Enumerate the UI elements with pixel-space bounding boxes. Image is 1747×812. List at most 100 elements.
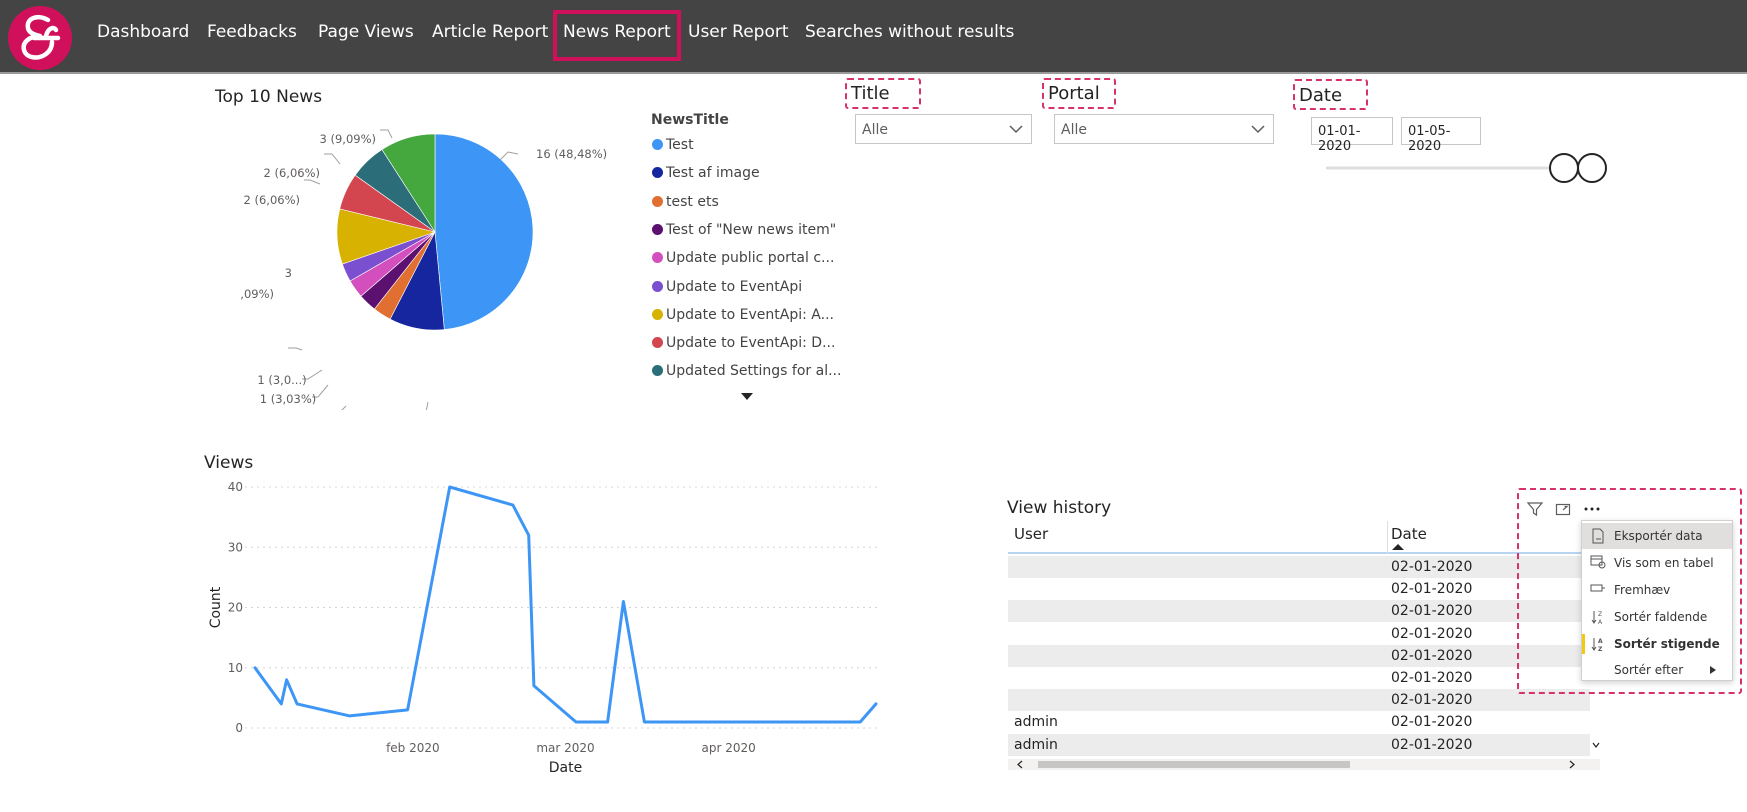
slider-handle-start[interactable]	[1549, 153, 1579, 183]
sort-ascending-icon	[1392, 544, 1404, 550]
legend-item[interactable]: Test of "New news item"	[652, 222, 836, 238]
nav-article-report[interactable]: Article Report	[432, 22, 549, 42]
export-icon	[1590, 528, 1606, 544]
line-chart-title: Views	[204, 453, 254, 473]
table-row[interactable]: admin 02-01-2020	[1008, 733, 1590, 756]
legend-item[interactable]: Test	[652, 137, 694, 153]
legend-label: test ets	[666, 193, 719, 210]
menu-show-as-table[interactable]: Vis som en tabel	[1582, 550, 1732, 576]
scroll-down-icon[interactable]	[1592, 741, 1600, 749]
focus-mode-icon[interactable]	[1555, 501, 1571, 517]
legend-dot-icon	[652, 139, 663, 150]
table-row[interactable]: 02-01-2020	[1008, 600, 1590, 623]
title-dropdown-value: Alle	[862, 122, 888, 138]
scroll-left-icon[interactable]	[1016, 760, 1024, 769]
nav-feedbacks[interactable]: Feedbacks	[207, 22, 297, 42]
legend-item[interactable]: Update public portal c...	[652, 250, 834, 266]
x-tick-label: apr 2020	[702, 741, 756, 755]
legend-item[interactable]: Update to EventApi: A...	[652, 307, 834, 323]
menu-spotlight[interactable]: Fremhæv	[1582, 577, 1732, 603]
column-header-date[interactable]: Date	[1391, 525, 1427, 543]
nav-dashboard[interactable]: Dashboard	[97, 22, 190, 42]
context-menu: Eksportér data Vis som en tabel Fremhæv …	[1581, 520, 1733, 681]
title-slicer-highlight	[845, 78, 921, 109]
legend-title: NewsTitle	[651, 112, 729, 128]
context-menu-highlight	[1517, 488, 1742, 694]
date-to-input[interactable]: 01-05-2020	[1401, 117, 1481, 154]
header-divider	[1008, 552, 1590, 554]
scroll-right-icon[interactable]	[1568, 760, 1576, 769]
views-series-line[interactable]	[253, 485, 878, 724]
title-dropdown[interactable]: Alle	[855, 114, 1032, 144]
table-row[interactable]: 02-01-2020	[1008, 689, 1590, 712]
legend-label: Updated Settings for al...	[666, 363, 842, 380]
legend-dot-icon	[652, 167, 663, 179]
cell-date: 02-01-2020	[1391, 670, 1473, 686]
cell-date: 02-01-2020	[1391, 736, 1473, 753]
portal-dropdown[interactable]: Alle	[1054, 114, 1274, 144]
scrollbar-thumb[interactable]	[1038, 761, 1350, 768]
menu-sort-by[interactable]: Sortér efter	[1582, 657, 1732, 683]
cell-user: admin	[1014, 714, 1058, 731]
portal-slicer-highlight	[1042, 78, 1116, 109]
ampersand-logo-icon	[21, 15, 61, 60]
legend-item[interactable]: test ets	[652, 194, 719, 210]
nav-searches-without-results[interactable]: Searches without results	[805, 22, 1015, 42]
pie-slice[interactable]	[434, 133, 534, 330]
pie-data-label: 2 (6,06%)	[264, 166, 320, 180]
legend-more-arrow-icon[interactable]	[740, 392, 754, 402]
legend-item[interactable]: Updated Settings for al...	[652, 363, 841, 379]
table-row[interactable]: 02-01-2020	[1008, 578, 1590, 600]
date-slicer-label: Date	[1299, 85, 1343, 106]
menu-label: Eksportér data	[1614, 529, 1703, 543]
svg-text:A: A	[1598, 638, 1603, 645]
legend-label: Test af image	[666, 165, 760, 182]
cell-date: 02-01-2020	[1391, 559, 1473, 575]
menu-label: Sortér stigende	[1614, 637, 1720, 651]
table-row[interactable]: 02-01-2020	[1008, 667, 1590, 689]
nav-page-views[interactable]: Page Views	[318, 22, 414, 42]
legend-label: Update to EventApi	[666, 278, 803, 295]
nav-user-report[interactable]: User Report	[688, 22, 789, 42]
legend-dot-icon	[652, 308, 663, 320]
pie-data-label: (9,09%)	[240, 287, 274, 301]
table-row[interactable]: admin 02-01-2020	[1008, 711, 1590, 733]
horizontal-scrollbar[interactable]	[1008, 759, 1600, 770]
legend-dot-icon	[652, 337, 663, 349]
filter-icon[interactable]	[1527, 501, 1543, 517]
nav-news-report[interactable]: News Report	[563, 22, 671, 42]
table-row[interactable]: 02-01-2020	[1008, 644, 1590, 667]
table-view-icon	[1590, 555, 1606, 571]
table-row[interactable]: 02-01-2020	[1008, 623, 1590, 645]
legend-label: Update to EventApi: A...	[666, 306, 834, 323]
app-logo[interactable]	[8, 6, 72, 70]
table-row[interactable]: 02-01-2020	[1008, 556, 1590, 578]
pie-data-label: 1 (3,0...)	[257, 373, 306, 387]
y-tick-label: 20	[228, 601, 243, 615]
legend-label: Test	[666, 137, 694, 153]
pie-data-label: 3 (9,09%)	[320, 132, 376, 146]
slider-handle-end[interactable]	[1577, 153, 1607, 183]
svg-text:Z: Z	[1598, 611, 1602, 618]
column-header-user[interactable]: User	[1014, 525, 1049, 543]
legend-item[interactable]: Test af image	[652, 165, 760, 181]
pie-chart-title: Top 10 News	[215, 87, 323, 107]
more-options-icon[interactable]	[1583, 506, 1601, 512]
pie-slice[interactable]	[381, 133, 436, 234]
legend-label: Test of "New news item"	[666, 221, 837, 238]
views-line-chart: 0 10 20 30 40 feb 2020 mar 2020 apr 2020 Date Cou…	[208, 480, 878, 775]
leader-line	[324, 153, 341, 165]
menu-export-data[interactable]: Eksportér data	[1582, 523, 1732, 549]
x-tick-label: mar 2020	[536, 741, 594, 755]
legend-item[interactable]: Update to EventApi: D...	[652, 335, 835, 351]
date-range-slider[interactable]	[1320, 150, 1610, 186]
menu-label: Fremhæv	[1614, 583, 1671, 597]
legend-item[interactable]: Update to EventApi	[652, 279, 802, 295]
cell-date: 02-01-2020	[1391, 625, 1473, 642]
submenu-arrow-icon	[1710, 666, 1716, 674]
selected-indicator	[1582, 634, 1585, 654]
date-from-input[interactable]: 01-01-2020	[1311, 117, 1393, 154]
